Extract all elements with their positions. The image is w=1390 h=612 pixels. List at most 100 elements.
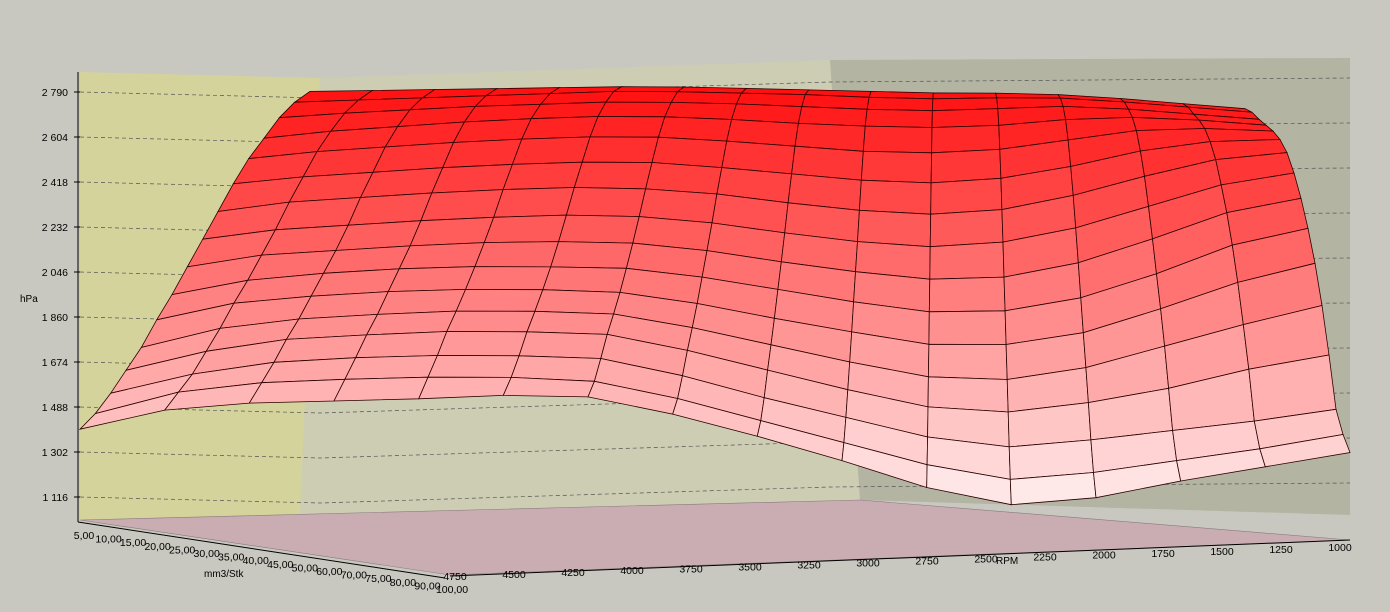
surface-cell (436, 331, 528, 357)
x-tick-label: 1250 (1269, 544, 1293, 556)
surface-mesh (78, 86, 1351, 506)
y-tick-label: 20,00 (144, 541, 170, 553)
surface-cell (493, 187, 575, 218)
z-tick-label: 1 116 (43, 492, 69, 504)
x-axis-title: RPM (996, 556, 1018, 567)
surface-cell (355, 331, 448, 359)
surface-cell (550, 241, 634, 269)
x-tick-label: 4250 (561, 567, 585, 579)
surface-cell (387, 266, 476, 293)
surface-cell (931, 124, 1001, 154)
surface-cell (511, 136, 591, 165)
y-tick-label: 35,00 (218, 552, 244, 564)
surface-cell (418, 376, 512, 400)
surface-cell (589, 116, 666, 138)
z-tick-label: 2 418 (42, 177, 68, 189)
surface-cell (347, 192, 433, 226)
surface-cell (409, 216, 495, 247)
surface-cell (465, 266, 552, 291)
surface-cell (645, 162, 723, 195)
surface-cell (518, 331, 608, 359)
surface-cell (455, 288, 544, 312)
z-axis-title: hPa (20, 294, 38, 305)
y-tick-label: 25,00 (169, 544, 195, 556)
surface-cell (862, 125, 933, 154)
z-axis-ticks: 1 116 1 302 1 488 1 674 1 860 2 046 2 232 2 418… (42, 87, 80, 504)
y-axis-ticks: 5,00 10,0015,0020,0025,0030,0035,0040,004… (74, 530, 468, 596)
z-tick-label: 2 232 (42, 222, 68, 234)
surface-cell (866, 96, 934, 112)
x-tick-label: 3750 (679, 563, 703, 575)
z-tick-label: 1 860 (42, 312, 68, 324)
surface-cell (928, 276, 1006, 313)
y-tick-label: 60,00 (316, 566, 342, 578)
surface-cell (442, 138, 523, 169)
y-tick-label: 5,00 (74, 530, 95, 542)
surface-cell (558, 214, 640, 244)
surface-cell (857, 209, 932, 248)
x-tick-label: 4500 (502, 569, 526, 581)
y-tick-label: 10,00 (95, 534, 121, 546)
y-tick-label: 15,00 (120, 537, 146, 549)
surface-cell (929, 241, 1005, 280)
surface-cell (427, 355, 520, 378)
surface-cell (502, 376, 595, 398)
x-tick-label: 4000 (620, 565, 644, 577)
z-gridline (79, 77, 1351, 99)
y-tick-label: 100,00 (436, 584, 468, 596)
z-tick-label: 1 488 (42, 402, 68, 414)
surface-cell (483, 214, 567, 244)
z-tick-label: 2 046 (42, 267, 68, 279)
y-axis-line (77, 521, 446, 579)
y-tick-label: 30,00 (194, 548, 220, 560)
y-tick-label: 50,00 (292, 562, 318, 574)
y-tick-label: 70,00 (341, 570, 367, 582)
surface-cell (1259, 434, 1351, 468)
surface-cell (446, 310, 536, 333)
surface-cell (248, 378, 346, 404)
y-tick-label: 80,00 (390, 577, 416, 589)
x-axis-ticks: 4750 4500 4250 4000 3750 3500 3250 3000 2750 2500… (443, 542, 1352, 583)
y-axis-title: mm3/Stk (204, 569, 244, 580)
y-tick-label: 45,00 (267, 559, 293, 571)
y-tick-label: 40,00 (243, 555, 269, 567)
surface-cell (864, 108, 933, 128)
surface-cell (565, 187, 647, 218)
surface-cell (597, 101, 672, 118)
surface-cell (581, 136, 659, 163)
x-tick-label: 2500 (974, 554, 998, 566)
surface-cell (333, 376, 429, 402)
x-tick-label: 2000 (1092, 550, 1116, 562)
x-tick-label: 3250 (797, 559, 821, 571)
surface-cell (420, 189, 504, 222)
x-axis-line (449, 539, 1351, 577)
surface-cell (612, 86, 686, 93)
surface-cell (860, 150, 933, 184)
x-tick-label: 2250 (1033, 552, 1057, 564)
surface-cell (927, 343, 1008, 380)
x-tick-label: 1000 (1328, 542, 1352, 554)
surface-cell (927, 376, 1009, 413)
y-tick-label: 75,00 (365, 573, 391, 585)
z-tick-label: 1 674 (42, 357, 68, 369)
x-tick-label: 3500 (738, 561, 762, 573)
surface-cell (510, 355, 602, 382)
surface-cell (931, 108, 1000, 128)
x-tick-label: 1500 (1210, 546, 1234, 558)
surface-cell (928, 310, 1007, 345)
surface-cell (398, 242, 485, 270)
surface-cell (929, 209, 1004, 248)
surface-cell (431, 163, 513, 194)
surface-cell (542, 266, 627, 293)
surface-cell (930, 148, 1002, 184)
surface-cell (376, 288, 467, 315)
surface-cell (534, 289, 621, 315)
z-tick-label: 1 302 (42, 447, 68, 459)
surface-cell (474, 241, 560, 268)
x-tick-label: 2750 (915, 556, 939, 568)
surface-cell (670, 91, 743, 105)
surface-cell (526, 310, 615, 335)
x-tick-label: 1750 (1151, 548, 1175, 560)
surface-cell (521, 116, 599, 140)
y-tick-label: 90,00 (414, 580, 440, 592)
